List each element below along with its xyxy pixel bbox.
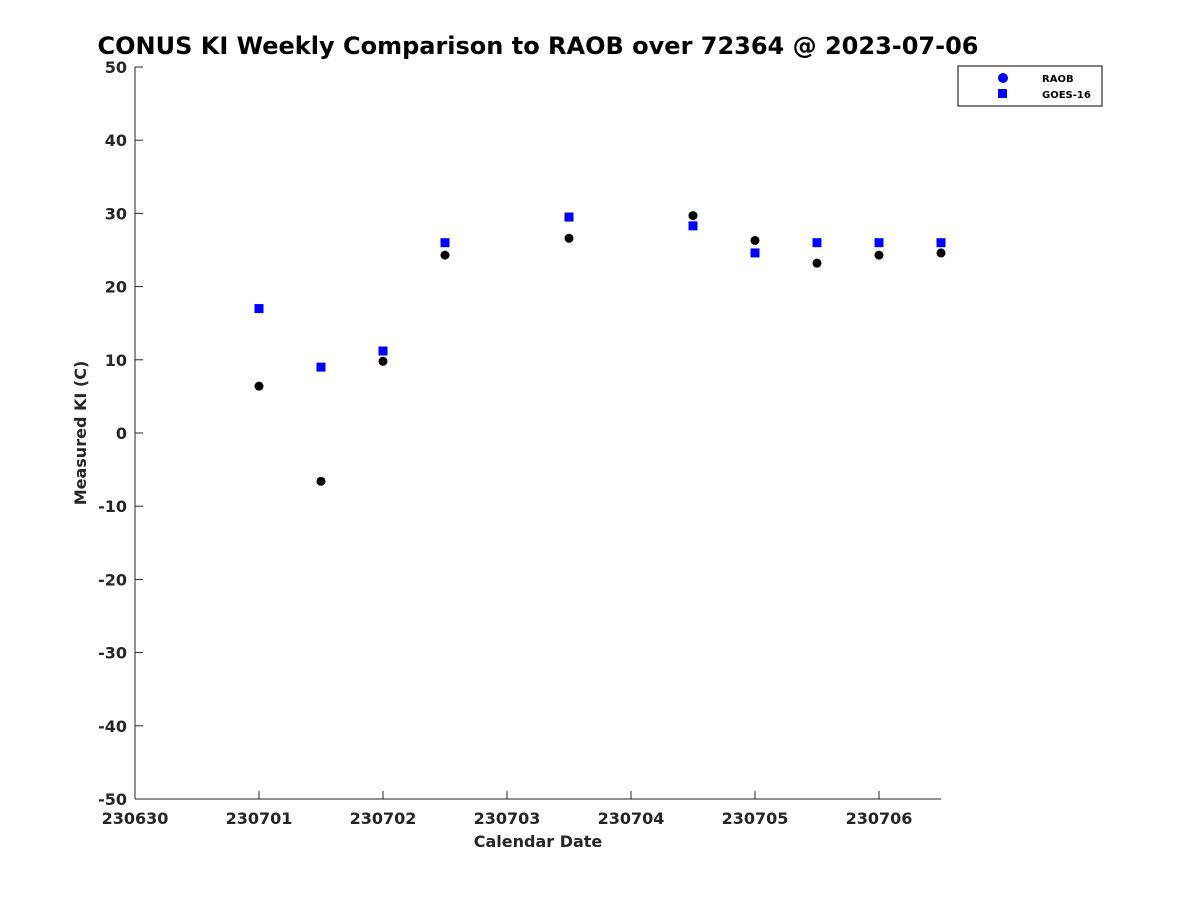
goes16-point — [936, 238, 946, 248]
goes16-point — [874, 238, 884, 248]
y-tick-label: -40 — [98, 717, 127, 736]
goes16-point — [378, 346, 388, 356]
x-tick-label: 230701 — [226, 809, 293, 828]
raob-point — [440, 250, 450, 260]
y-tick-label: -20 — [98, 570, 127, 589]
y-tick-label: 30 — [105, 204, 127, 223]
y-axis-label: Measured KI (C) — [71, 361, 90, 506]
goes16-point — [688, 221, 698, 231]
raob-point — [564, 233, 574, 243]
goes16-point — [564, 212, 574, 222]
legend-label-raob: RAOB — [1042, 74, 1074, 85]
y-tick-label: -30 — [98, 644, 127, 663]
y-tick-label: -50 — [98, 790, 127, 809]
raob-point — [874, 250, 884, 260]
goes16-point — [750, 248, 760, 258]
chart-title: CONUS KI Weekly Comparison to RAOB over … — [98, 32, 979, 60]
y-tick-label: 20 — [105, 278, 127, 297]
y-axis: -50 -40 -30 -20 -10 0 10 20 30 40 50 — [98, 58, 143, 809]
legend-marker-raob — [998, 73, 1008, 83]
x-axis: 230630 230701 230702 230703 230704 230705 2307… — [102, 791, 941, 828]
legend-box — [957, 65, 1103, 107]
raob-point — [812, 258, 822, 268]
y-tick-label: 40 — [105, 131, 127, 150]
raob-point — [254, 381, 264, 391]
goes16-point — [254, 304, 264, 314]
y-tick-label: 50 — [105, 58, 127, 77]
y-tick-label: 10 — [105, 351, 127, 370]
goes16-point — [440, 238, 450, 248]
x-axis-label: Calendar Date — [474, 832, 603, 851]
x-tick-label: 230630 — [102, 809, 169, 828]
raob-point — [750, 235, 760, 245]
legend-label-goes16: GOES-16 — [1042, 90, 1091, 101]
x-tick-label: 230705 — [722, 809, 789, 828]
raob-point — [378, 356, 388, 366]
x-tick-label: 230703 — [474, 809, 541, 828]
y-tick-label: 0 — [116, 424, 127, 443]
plot-marks — [254, 211, 946, 486]
goes16-point — [812, 238, 822, 248]
legend: RAOB GOES-16 — [957, 65, 1103, 107]
legend-marker-goes16 — [998, 89, 1007, 98]
x-tick-label: 230702 — [350, 809, 417, 828]
raob-point — [316, 476, 326, 486]
y-tick-label: -10 — [98, 497, 127, 516]
goes16-point — [316, 362, 326, 372]
x-tick-label: 230704 — [598, 809, 665, 828]
raob-point — [688, 211, 698, 221]
x-tick-label: 230706 — [846, 809, 913, 828]
raob-point — [936, 248, 946, 258]
